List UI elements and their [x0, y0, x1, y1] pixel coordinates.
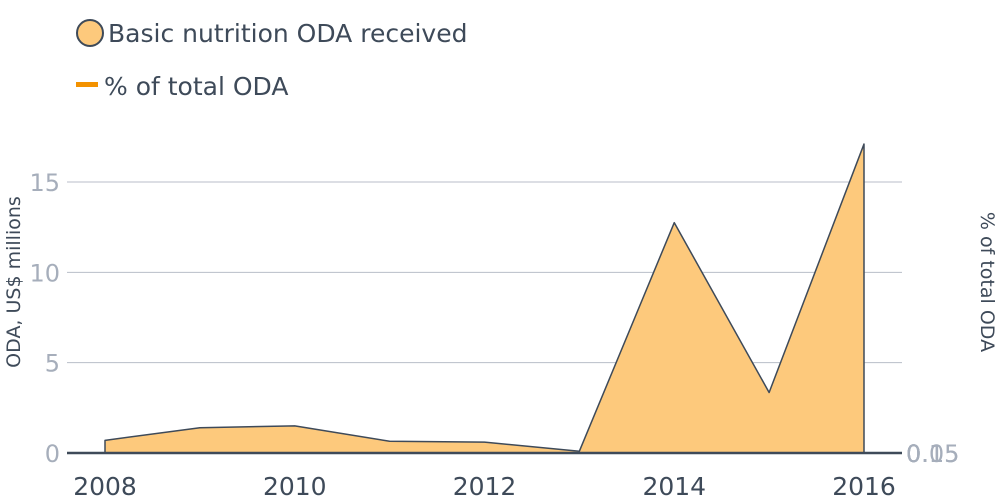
legend-swatch-basic-nutrition — [76, 19, 104, 47]
right-y-tick-label: 0.1 — [906, 440, 944, 468]
y-tick-label: 0 — [45, 440, 60, 468]
x-tick-label: 2016 — [832, 472, 896, 500]
x-axis-ticks: 2008 2010 2012 2014 2016 — [73, 472, 896, 500]
x-tick-label: 2014 — [642, 472, 706, 500]
legend-swatch-percent-total — [76, 82, 98, 87]
gridlines — [67, 181, 902, 364]
y-axis-title: ODA, US$ millions — [3, 196, 25, 368]
legend-label-basic-nutrition: Basic nutrition ODA received — [108, 19, 467, 48]
y-tick-label: 10 — [29, 259, 60, 287]
right-y-tick-label: 0 — [906, 440, 921, 468]
legend-label-percent-total: % of total ODA — [104, 72, 288, 101]
legend: Basic nutrition ODA received % of total … — [76, 19, 467, 101]
y2-axis-title: % of total ODA — [976, 212, 998, 352]
x-tick-label: 2008 — [73, 472, 137, 500]
y-tick-label: 5 — [45, 350, 60, 378]
right-y-axis-ticks: 00.050.10.15 — [906, 440, 959, 468]
right-y-tick-label: 0.15 — [906, 440, 959, 468]
area-series-basic-nutrition — [104, 143, 865, 454]
right-y-tick-label: 0.05 — [906, 440, 959, 468]
x-tick-label: 2012 — [453, 472, 517, 500]
y-axis-ticks: 0 5 10 15 — [29, 169, 60, 468]
y-tick-label: 15 — [29, 169, 60, 197]
x-tick-label: 2010 — [263, 472, 327, 500]
